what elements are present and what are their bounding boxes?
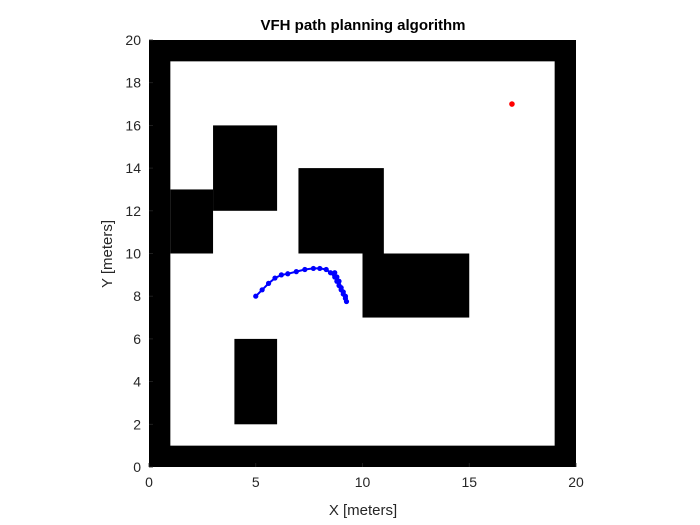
path-point: [253, 293, 259, 299]
y-tick-label: 2: [133, 416, 141, 432]
y-tick-label: 20: [125, 32, 141, 48]
path-point: [323, 266, 329, 273]
path-point: [338, 285, 344, 291]
path-point: [259, 287, 265, 293]
obstacle-1: [170, 189, 214, 254]
path-point: [327, 270, 334, 276]
y-axis-label: Y [meters]: [99, 220, 116, 288]
x-tick-label: 5: [252, 474, 260, 490]
x-tick-label: 10: [355, 474, 371, 490]
obstacle-5: [234, 338, 278, 425]
path-point: [278, 272, 284, 278]
path-point: [265, 280, 272, 286]
x-tick-label: 0: [145, 474, 153, 490]
y-tick-label: 0: [133, 459, 141, 475]
chart-title: VFH path planning algorithm: [261, 17, 466, 34]
path-point: [293, 269, 299, 275]
y-tick-label: 16: [125, 117, 141, 133]
path-point: [334, 274, 340, 280]
plot-area: [149, 40, 576, 467]
obstacle-3: [298, 168, 384, 254]
y-tick-label: 6: [133, 331, 141, 347]
y-tick-label: 10: [125, 246, 141, 262]
path-point: [343, 298, 350, 305]
path-point: [340, 289, 346, 295]
goal-point: [509, 101, 515, 107]
y-tick-label: 8: [133, 288, 141, 304]
y-tick-label: 12: [125, 203, 141, 219]
path-point: [336, 278, 342, 284]
y-tick-label: 4: [133, 374, 141, 390]
path-point: [310, 265, 316, 272]
x-tick-label: 20: [568, 474, 584, 490]
path-point: [285, 271, 291, 277]
path-point: [317, 265, 323, 272]
path-point: [272, 275, 278, 281]
path-point: [302, 266, 308, 273]
y-axis: 0 2 4 6 8 10 12 14 16 18 20: [125, 32, 153, 475]
obstacle-4: [362, 253, 470, 318]
obstacle-2: [213, 125, 278, 211]
x-axis-label: X [meters]: [329, 502, 397, 519]
x-tick-label: 15: [461, 474, 477, 490]
path-point: [342, 293, 349, 299]
x-axis: 0 5 10 15 20: [145, 463, 584, 490]
y-tick-label: 18: [125, 75, 141, 91]
y-tick-label: 14: [125, 160, 141, 176]
path-point: [332, 270, 338, 276]
